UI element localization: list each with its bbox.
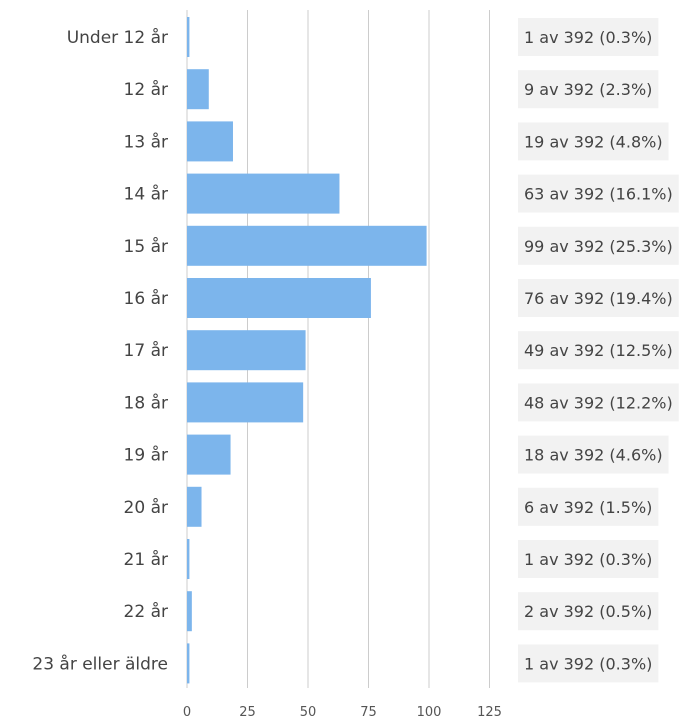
- bar: [187, 434, 231, 475]
- data-labels: 1 av 392 (0.3%) 9 av 392 (2.3%) 19 av 392 …: [518, 18, 679, 683]
- bar: [187, 278, 371, 318]
- category-label: 20 år: [124, 497, 168, 518]
- category-label: 15 år: [124, 236, 168, 257]
- data-label-text: 99 av 392 (25.3%): [524, 237, 673, 256]
- bar: [187, 121, 233, 162]
- data-label-background: [518, 18, 659, 56]
- category-label: 19 år: [124, 445, 168, 466]
- data-label-text: 63 av 392 (16.1%): [524, 185, 673, 204]
- data-label-text: 19 av 392 (4.8%): [524, 132, 663, 151]
- data-label: 1 av 392 (0.3%): [518, 540, 659, 578]
- data-label-background: [518, 487, 659, 526]
- data-label-background: [518, 122, 669, 161]
- x-tick-label: 125: [477, 705, 502, 718]
- category-label: 18 år: [124, 392, 168, 413]
- category-label: 21 år: [124, 549, 168, 570]
- bars: [187, 17, 427, 684]
- data-label: 49 av 392 (12.5%): [518, 331, 679, 370]
- bar: [187, 69, 209, 110]
- data-label-text: 1 av 392 (0.3%): [524, 550, 652, 569]
- data-label-text: 1 av 392 (0.3%): [524, 654, 652, 673]
- data-label-background: [518, 70, 659, 109]
- data-label: 19 av 392 (4.8%): [518, 122, 669, 161]
- category-label: 12 år: [124, 79, 168, 100]
- data-label: 9 av 392 (2.3%): [518, 70, 659, 109]
- x-tick-label: 50: [300, 705, 317, 718]
- bar: [187, 173, 340, 214]
- category-labels: Under 12 år 12 år 13 år 14 år 15 år 16 år 17 å…: [32, 27, 168, 674]
- category-label: 23 år eller äldre: [32, 653, 168, 674]
- data-label: 1 av 392 (0.3%): [518, 644, 659, 683]
- data-label: 76 av 392 (19.4%): [518, 279, 679, 317]
- data-label: 1 av 392 (0.3%): [518, 18, 659, 56]
- data-label: 18 av 392 (4.6%): [518, 435, 669, 474]
- data-label: 2 av 392 (0.5%): [518, 592, 659, 631]
- data-label-text: 6 av 392 (1.5%): [524, 498, 652, 517]
- data-label-background: [518, 174, 679, 213]
- bar: [187, 486, 202, 527]
- bar: [187, 17, 190, 57]
- data-label: 99 av 392 (25.3%): [518, 226, 679, 265]
- data-label-text: 9 av 392 (2.3%): [524, 80, 652, 99]
- category-label: 14 år: [124, 184, 168, 205]
- x-tick-label: 25: [239, 705, 256, 718]
- category-label: 17 år: [124, 340, 168, 361]
- data-label-background: [518, 435, 669, 474]
- x-tick-label: 100: [417, 705, 442, 718]
- data-label-text: 48 av 392 (12.2%): [524, 393, 673, 412]
- data-label-text: 49 av 392 (12.5%): [524, 341, 673, 360]
- category-label: 13 år: [124, 131, 168, 152]
- data-label-background: [518, 331, 679, 370]
- x-tick-label: 0: [183, 705, 191, 718]
- data-label: 6 av 392 (1.5%): [518, 487, 659, 526]
- x-axis-ticks: 0 25 50 75 100 125: [183, 705, 502, 718]
- category-label: 16 år: [124, 288, 168, 309]
- data-label-background: [518, 644, 659, 683]
- bar: [187, 539, 190, 579]
- data-label-background: [518, 383, 679, 422]
- data-label: 63 av 392 (16.1%): [518, 174, 679, 213]
- category-label: Under 12 år: [67, 27, 168, 48]
- data-label-background: [518, 540, 659, 578]
- bar: [187, 225, 427, 266]
- data-label-background: [518, 592, 659, 631]
- bar: [187, 382, 304, 423]
- x-tick-label: 75: [360, 705, 377, 718]
- bar: [187, 330, 306, 371]
- bar: [187, 591, 192, 632]
- data-label-background: [518, 226, 679, 265]
- category-label: 22 år: [124, 601, 168, 622]
- data-label: 48 av 392 (12.2%): [518, 383, 679, 422]
- data-label-text: 18 av 392 (4.6%): [524, 446, 663, 465]
- data-label-text: 76 av 392 (19.4%): [524, 289, 673, 308]
- data-label-background: [518, 279, 679, 317]
- bar: [187, 643, 190, 684]
- data-label-text: 1 av 392 (0.3%): [524, 28, 652, 47]
- data-label-text: 2 av 392 (0.5%): [524, 602, 652, 621]
